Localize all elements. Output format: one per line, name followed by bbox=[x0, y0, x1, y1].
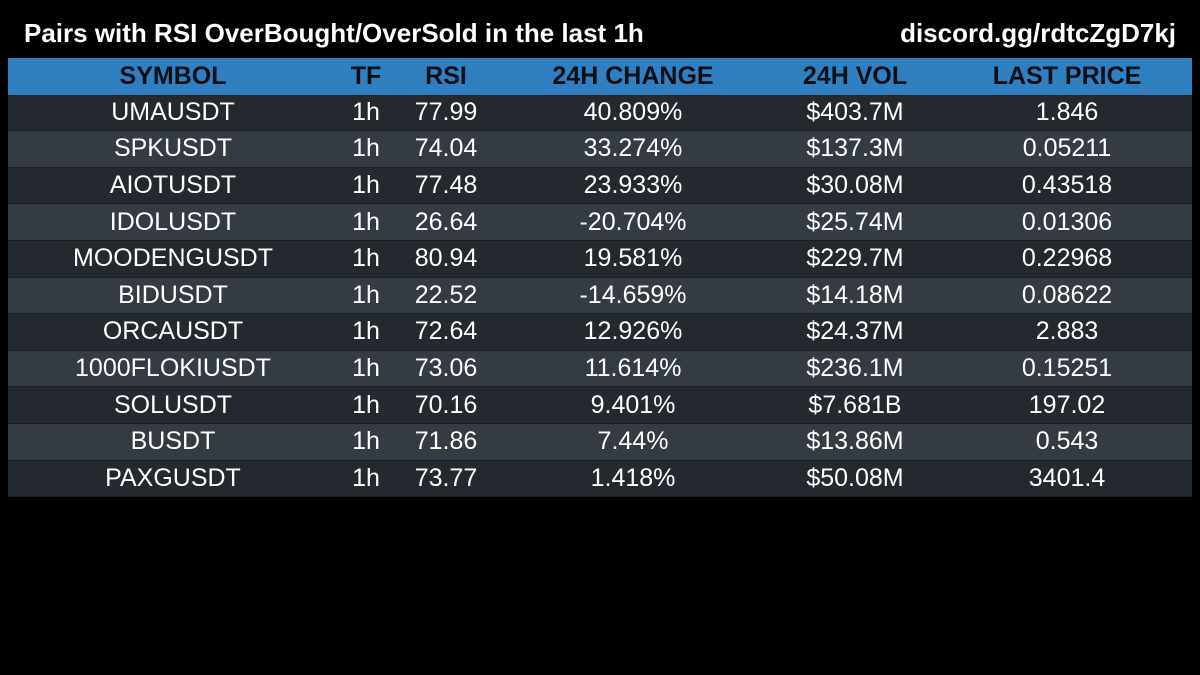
change-cell: 40.809% bbox=[583, 97, 683, 126]
change-cell: 7.44% bbox=[597, 427, 669, 456]
price-cell: 197.02 bbox=[1028, 390, 1106, 419]
volume-cell: $24.37M bbox=[806, 317, 904, 346]
table-row: BUSDT 1h 71.86 7.44% $13.86M 0.543 bbox=[8, 423, 1192, 461]
rsi-cell: 77.99 bbox=[414, 97, 478, 126]
symbol-cell: 1000FLOKIUSDT bbox=[75, 354, 271, 383]
column-header-rsi: RSI bbox=[425, 61, 467, 90]
table-row: PAXGUSDT 1h 73.77 1.418% $50.08M 3401.4 bbox=[8, 460, 1192, 498]
volume-cell: $137.3M bbox=[806, 134, 904, 163]
price-cell: 1.846 bbox=[1035, 97, 1099, 126]
price-cell: 0.01306 bbox=[1021, 207, 1113, 236]
rsi-cell: 73.06 bbox=[414, 354, 478, 383]
table-row: 1000FLOKIUSDT 1h 73.06 11.614% $236.1M 0.1525… bbox=[8, 350, 1192, 388]
symbol-cell: IDOLUSDT bbox=[109, 207, 237, 236]
discord-link[interactable]: discord.gg/rdtcZgD7kj bbox=[900, 18, 1176, 48]
tf-cell: 1h bbox=[352, 280, 380, 309]
table-row: SOLUSDT 1h 70.16 9.401% $7.681B 197.02 bbox=[8, 387, 1192, 424]
symbol-cell: PAXGUSDT bbox=[105, 463, 241, 492]
rsi-cell: 74.04 bbox=[414, 134, 478, 163]
table-row: BIDUSDT 1h 22.52 -14.659% $14.18M 0.08622 bbox=[8, 277, 1192, 315]
volume-cell: $30.08M bbox=[806, 171, 904, 200]
table-row: AIOTUSDT 1h 77.48 23.933% $30.08M 0.43518 bbox=[8, 167, 1192, 205]
rsi-cell: 80.94 bbox=[414, 244, 478, 273]
rsi-cell: 22.52 bbox=[414, 280, 478, 309]
tf-cell: 1h bbox=[352, 171, 380, 200]
rsi-cell: 72.64 bbox=[414, 317, 478, 346]
change-cell: 19.581% bbox=[583, 244, 683, 273]
symbol-cell: MOODENGUSDT bbox=[73, 244, 273, 273]
column-header-last-price: LAST PRICE bbox=[992, 61, 1142, 90]
table-header: SYMBOL TF RSI 24H CHANGE 24H VOL LAST PR… bbox=[8, 58, 1192, 95]
table-row: IDOLUSDT 1h 26.64 -20.704% $25.74M 0.01306 bbox=[8, 204, 1192, 241]
change-cell: -20.704% bbox=[579, 207, 687, 236]
volume-cell: $236.1M bbox=[806, 354, 904, 383]
volume-cell: $403.7M bbox=[806, 97, 904, 126]
rsi-cell: 73.77 bbox=[414, 463, 478, 492]
volume-cell: $14.18M bbox=[806, 280, 904, 309]
price-cell: 0.543 bbox=[1035, 427, 1099, 456]
price-cell: 3401.4 bbox=[1028, 463, 1106, 492]
price-cell: 0.22968 bbox=[1021, 244, 1113, 273]
tf-cell: 1h bbox=[352, 97, 380, 126]
column-header-tf: TF bbox=[350, 61, 382, 90]
column-header-24h-change: 24H CHANGE bbox=[552, 61, 714, 90]
symbol-cell: SPKUSDT bbox=[113, 134, 233, 163]
tf-cell: 1h bbox=[352, 390, 380, 419]
column-header-symbol: SYMBOL bbox=[119, 61, 227, 90]
table-row: MOODENGUSDT 1h 80.94 19.581% $229.7M 0.22968 bbox=[8, 240, 1192, 278]
volume-cell: $25.74M bbox=[806, 207, 904, 236]
rsi-table: SYMBOL TF RSI 24H CHANGE 24H VOL LAST PR… bbox=[8, 58, 1192, 498]
column-header-24h-vol: 24H VOL bbox=[802, 61, 908, 90]
rsi-cell: 77.48 bbox=[414, 171, 478, 200]
symbol-cell: AIOTUSDT bbox=[109, 171, 237, 200]
price-cell: 0.15251 bbox=[1021, 354, 1113, 383]
change-cell: 23.933% bbox=[583, 171, 683, 200]
price-cell: 0.43518 bbox=[1021, 171, 1113, 200]
tf-cell: 1h bbox=[352, 354, 380, 383]
rsi-cell: 71.86 bbox=[414, 427, 478, 456]
change-cell: -14.659% bbox=[579, 280, 687, 309]
symbol-cell: SOLUSDT bbox=[113, 390, 233, 419]
table-body: UMAUSDT 1h 77.99 40.809% $403.7M 1.846 SPKUSDT… bbox=[8, 94, 1192, 498]
change-cell: 12.926% bbox=[583, 317, 683, 346]
page-title: Pairs with RSI OverBought/OverSold in th… bbox=[24, 18, 644, 48]
symbol-cell: BUSDT bbox=[130, 427, 216, 456]
tf-cell: 1h bbox=[352, 134, 380, 163]
change-cell: 11.614% bbox=[584, 354, 682, 383]
tf-cell: 1h bbox=[352, 244, 380, 273]
price-cell: 0.08622 bbox=[1021, 280, 1113, 309]
volume-cell: $50.08M bbox=[806, 463, 904, 492]
change-cell: 1.418% bbox=[590, 463, 676, 492]
tf-cell: 1h bbox=[352, 463, 380, 492]
volume-cell: $7.681B bbox=[808, 390, 902, 419]
table-row: SPKUSDT 1h 74.04 33.274% $137.3M 0.05211 bbox=[8, 131, 1192, 168]
change-cell: 9.401% bbox=[590, 390, 676, 419]
table-row: ORCAUSDT 1h 72.64 12.926% $24.37M 2.883 bbox=[8, 314, 1192, 351]
rsi-cell: 70.16 bbox=[414, 390, 478, 419]
volume-cell: $229.7M bbox=[806, 244, 904, 273]
rsi-cell: 26.64 bbox=[414, 207, 478, 236]
symbol-cell: UMAUSDT bbox=[111, 97, 235, 126]
symbol-cell: BIDUSDT bbox=[118, 280, 228, 309]
tf-cell: 1h bbox=[352, 427, 380, 456]
tf-cell: 1h bbox=[352, 317, 380, 346]
table-row: UMAUSDT 1h 77.99 40.809% $403.7M 1.846 bbox=[8, 94, 1192, 132]
tf-cell: 1h bbox=[352, 207, 380, 236]
price-cell: 0.05211 bbox=[1022, 134, 1112, 163]
volume-cell: $13.86M bbox=[806, 427, 904, 456]
change-cell: 33.274% bbox=[583, 134, 683, 163]
price-cell: 2.883 bbox=[1035, 317, 1099, 346]
symbol-cell: ORCAUSDT bbox=[102, 317, 244, 346]
